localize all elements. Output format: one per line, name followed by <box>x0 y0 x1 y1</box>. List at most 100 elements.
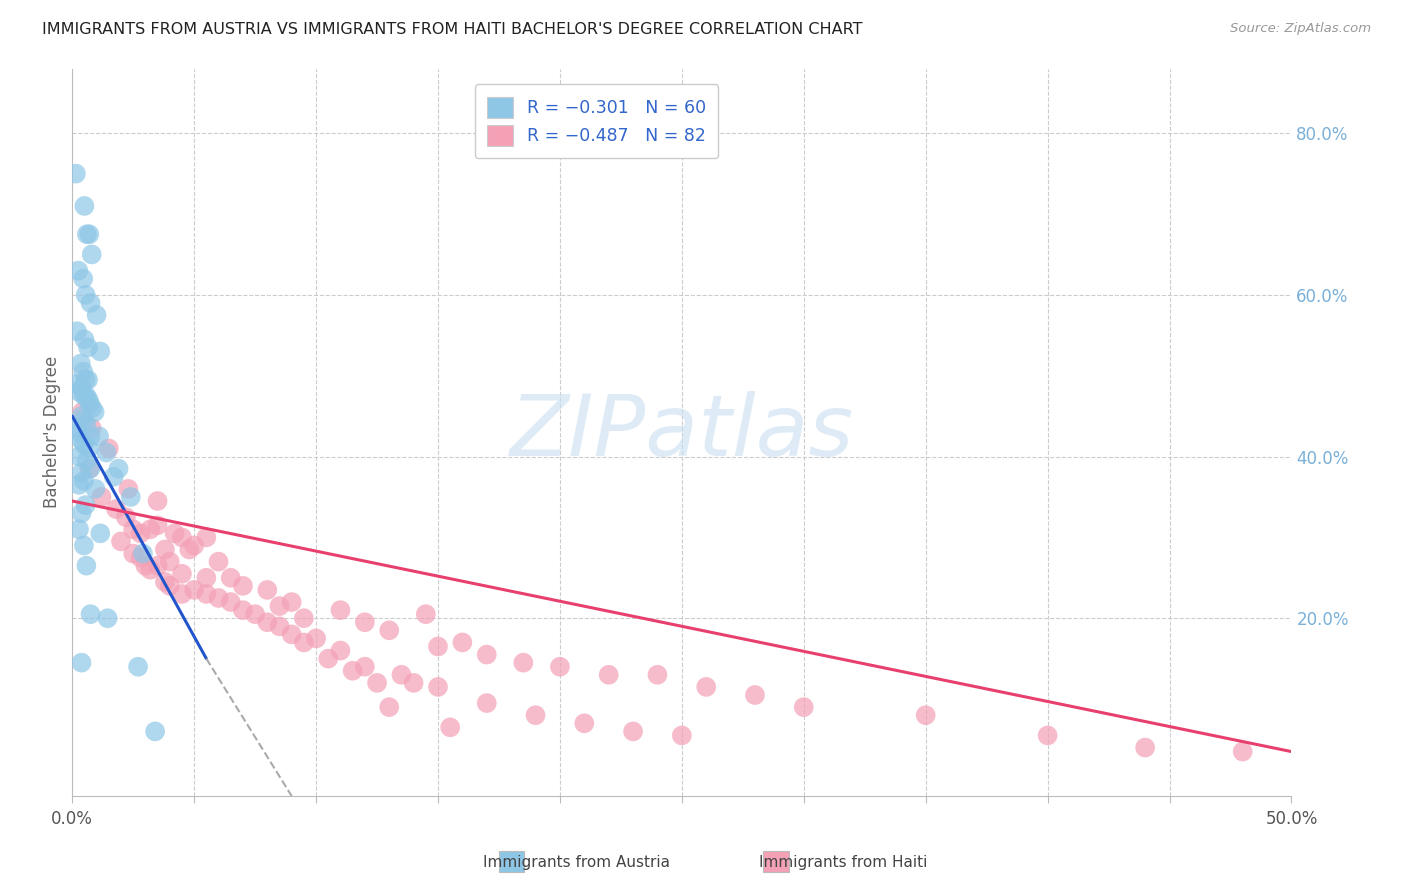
Point <box>105 502 128 516</box>
Point <box>70 381 93 395</box>
Point <box>353 615 375 630</box>
Point <box>170 566 193 581</box>
Point <box>647 667 669 681</box>
Point <box>97 611 120 625</box>
Point <box>67 384 90 399</box>
Point <box>342 664 364 678</box>
Point <box>451 635 474 649</box>
Point <box>378 700 401 714</box>
FancyBboxPatch shape <box>499 851 524 872</box>
Point <box>65 376 87 391</box>
Point <box>65 167 87 181</box>
Point <box>67 425 90 440</box>
Point <box>96 445 118 459</box>
Point <box>70 405 93 419</box>
Point <box>79 397 101 411</box>
Point <box>77 442 100 456</box>
Point <box>316 651 339 665</box>
Point <box>69 357 91 371</box>
Point <box>72 271 94 285</box>
Point <box>146 558 169 573</box>
Point <box>127 659 149 673</box>
Point <box>598 667 620 681</box>
Point <box>73 332 96 346</box>
Point <box>73 199 96 213</box>
Point <box>120 490 142 504</box>
Point <box>280 627 302 641</box>
Point <box>139 563 162 577</box>
Point <box>70 409 93 424</box>
Point <box>90 490 112 504</box>
Y-axis label: Bachelor's Degree: Bachelor's Degree <box>44 356 60 508</box>
Point <box>1036 728 1059 742</box>
Point <box>475 648 498 662</box>
Point <box>170 530 193 544</box>
Point <box>163 526 186 541</box>
Point <box>75 389 97 403</box>
Point <box>671 728 693 742</box>
Text: Source: ZipAtlas.com: Source: ZipAtlas.com <box>1230 22 1371 36</box>
Point <box>67 263 90 277</box>
Point <box>179 542 201 557</box>
Point <box>67 478 90 492</box>
Point <box>67 450 90 464</box>
Point <box>439 720 461 734</box>
Point <box>1133 740 1156 755</box>
Point <box>574 716 596 731</box>
Point <box>87 429 110 443</box>
Point <box>744 688 766 702</box>
Point <box>110 534 132 549</box>
Point <box>75 417 97 432</box>
Point <box>139 522 162 536</box>
Point <box>524 708 547 723</box>
Point <box>80 247 103 261</box>
Point <box>195 530 218 544</box>
Point <box>378 624 401 638</box>
Point <box>117 482 139 496</box>
Point <box>115 510 138 524</box>
Point <box>475 696 498 710</box>
Point <box>72 365 94 379</box>
Point <box>183 582 205 597</box>
Point <box>86 308 108 322</box>
Point <box>153 542 176 557</box>
Point <box>427 640 450 654</box>
Point <box>75 453 97 467</box>
Point <box>427 680 450 694</box>
Point <box>146 494 169 508</box>
Point <box>129 550 152 565</box>
Point <box>73 413 96 427</box>
Point <box>695 680 717 694</box>
Point <box>143 724 166 739</box>
Point <box>269 599 291 613</box>
Point <box>353 659 375 673</box>
Point <box>269 619 291 633</box>
Point <box>329 603 352 617</box>
Text: Immigrants from Austria: Immigrants from Austria <box>482 855 671 870</box>
Point <box>76 227 98 242</box>
Point <box>132 547 155 561</box>
Point <box>183 538 205 552</box>
Point <box>329 643 352 657</box>
Point <box>79 461 101 475</box>
Point <box>159 579 181 593</box>
Point <box>83 405 105 419</box>
Point <box>107 461 129 475</box>
Legend: R = −0.301   N = 60, R = −0.487   N = 82: R = −0.301 N = 60, R = −0.487 N = 82 <box>475 85 718 158</box>
Point <box>65 421 87 435</box>
Point <box>280 595 302 609</box>
FancyBboxPatch shape <box>763 851 789 872</box>
Point <box>793 700 815 714</box>
Point <box>73 437 96 451</box>
Point <box>256 582 278 597</box>
Point <box>70 656 93 670</box>
Point <box>415 607 437 622</box>
Point <box>80 421 103 435</box>
Point <box>366 676 388 690</box>
Point <box>512 656 534 670</box>
Point <box>170 587 193 601</box>
Point <box>207 591 229 605</box>
Point <box>195 571 218 585</box>
Point <box>219 571 242 585</box>
Point <box>219 595 242 609</box>
